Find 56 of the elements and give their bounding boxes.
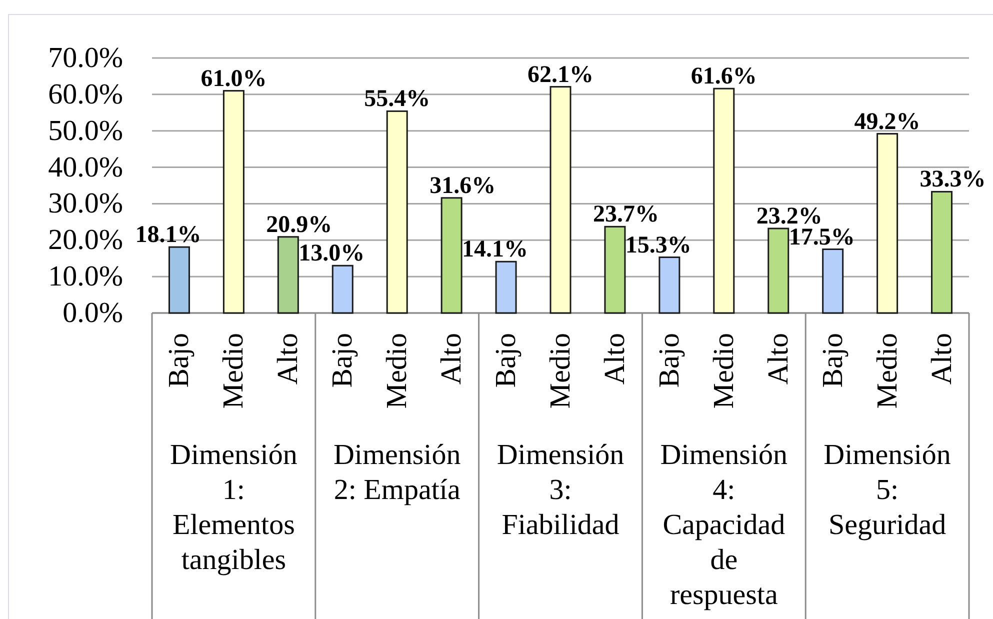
data-label: 62.1%	[528, 62, 594, 88]
bar	[876, 133, 898, 314]
text: Medio	[708, 333, 740, 409]
y-tick-label: 50.0%	[48, 114, 123, 147]
x-tick-label: Dimensión 5: Seguridad	[824, 439, 952, 541]
bar	[713, 88, 735, 314]
text: Medio	[544, 333, 576, 409]
data-label: 20.9%	[266, 212, 332, 238]
bar	[440, 197, 462, 314]
text: Alto	[436, 333, 468, 385]
x-tick-label: Dimensión 1: Elementos tangibles	[170, 439, 298, 576]
data-label: 23.7%	[592, 202, 659, 228]
data-label: 49.2%	[854, 108, 920, 135]
data-label: 15.3%	[625, 232, 692, 258]
text: Medio	[871, 333, 904, 409]
bar	[658, 256, 680, 314]
bar	[222, 90, 244, 314]
x-tick-label: Dimensión 4: Capacidad de respuesta	[660, 439, 788, 611]
data-label: 55.4%	[364, 86, 430, 112]
y-tick-label: 30.0%	[48, 188, 123, 220]
bar	[168, 246, 190, 314]
y-tick-label: 70.0%	[48, 42, 123, 74]
bar	[332, 264, 354, 314]
y-tick-label: 40.0%	[48, 151, 123, 184]
data-label: 61.6%	[690, 64, 757, 90]
data-label: 61.0%	[200, 66, 267, 92]
bar	[768, 228, 790, 314]
text: Bajo	[163, 333, 196, 388]
x-tick-label: Dimensión 3: Fiabilidad	[496, 439, 625, 541]
text: Bajo	[816, 333, 849, 388]
data-label: 31.6%	[430, 172, 496, 199]
text: Alto	[272, 333, 304, 385]
data-label: 18.1%	[135, 222, 202, 248]
bar	[931, 190, 953, 314]
text: Alto	[598, 333, 631, 385]
data-label: 33.3%	[920, 166, 986, 193]
bar	[604, 226, 626, 314]
text: Alto	[926, 333, 958, 385]
text: Medio	[381, 333, 414, 409]
data-label: 14.1%	[462, 236, 528, 263]
data-label: 13.0%	[298, 240, 365, 267]
y-tick-label: 10.0%	[48, 260, 123, 293]
text: Medio	[218, 333, 250, 409]
text: Bajo	[653, 333, 686, 388]
y-tick-label: 0.0%	[62, 297, 123, 329]
text: Alto	[762, 333, 794, 385]
bar	[277, 236, 299, 314]
bar	[550, 86, 572, 314]
bar	[822, 248, 844, 314]
text: Bajo	[490, 333, 522, 388]
text: Bajo	[326, 333, 359, 388]
bar	[386, 110, 408, 314]
bar	[495, 260, 517, 314]
y-tick-label: 20.0%	[48, 224, 123, 256]
x-tick-label: Dimensión 2: Empatía	[333, 439, 462, 506]
y-tick-label: 60.0%	[48, 78, 123, 110]
